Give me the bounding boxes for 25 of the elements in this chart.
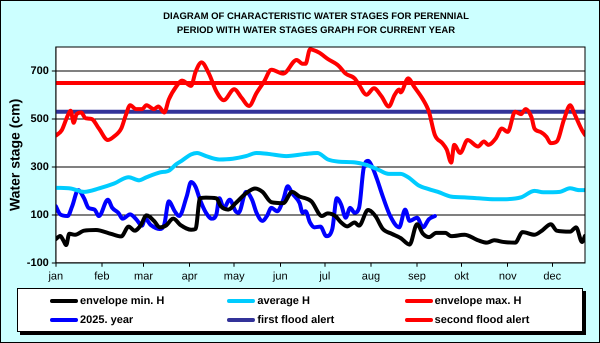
x-tick-label: may [224,270,246,282]
x-tick-label: mar [134,270,154,282]
x-tick-label: okt [454,270,469,282]
x-tick-label: jan [47,270,64,282]
y-tick-label: 500 [30,112,49,125]
y-axis-title: Water stage (cm) [6,98,22,212]
legend-label: first flood alert [257,314,334,326]
x-tick-label: jul [318,270,330,282]
x-tick-label: sep [408,270,426,282]
x-tick-label: nov [498,270,518,282]
legend-label: envelope max. H [434,294,522,306]
x-tick-label: feb [94,270,110,282]
legend-label: average H [257,294,310,306]
legend-label: 2025. year [80,314,134,326]
x-tick-label: dec [543,270,562,282]
legend-label: envelope min. H [80,294,164,306]
x-tick-label: aug [362,270,380,282]
y-tick-label: 700 [30,65,49,78]
x-tick-label: jun [272,270,288,282]
y-tick-label: -100 [26,256,49,269]
x-tick-label: apr [182,270,198,282]
y-tick-label: 300 [30,160,49,173]
y-tick-label: 100 [30,208,49,221]
legend-label: second flood alert [434,314,530,326]
chart-title: DIAGRAM OF CHARACTERISTIC WATER STAGES FOR PERENNIAL PERIOD WITH WATER STAGES GRAPH FOR CURRENT YEAR [162,10,470,38]
